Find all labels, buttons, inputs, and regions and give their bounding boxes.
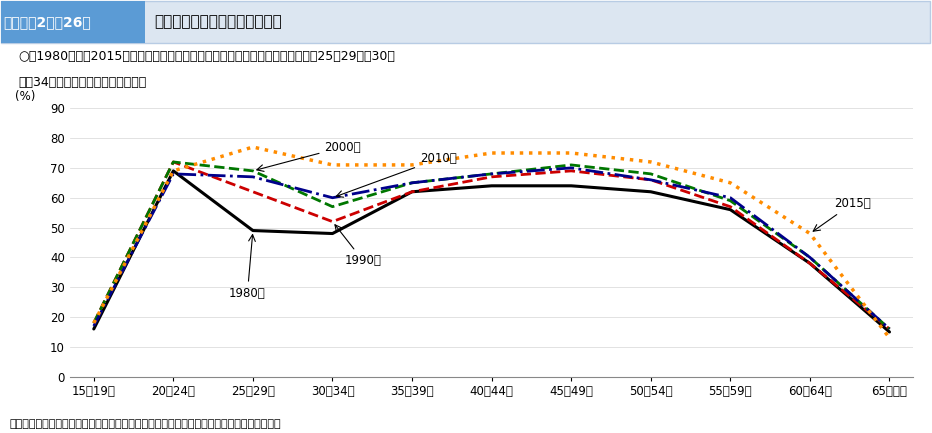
Text: 第１－（2）－26図: 第１－（2）－26図 [3, 15, 90, 29]
FancyBboxPatch shape [1, 1, 930, 43]
Text: 2000年: 2000年 [257, 141, 362, 171]
Text: 34歳の就業率の上昇が大きい。: 34歳の就業率の上昇が大きい。 [19, 76, 146, 89]
Text: 1990年: 1990年 [335, 225, 381, 267]
Text: 1980年: 1980年 [229, 235, 266, 300]
FancyBboxPatch shape [1, 1, 145, 43]
Text: (%): (%) [15, 90, 35, 103]
Text: ○　1980年から2015年までの女性の年齢階級別労働力率の推移をみると、特に25～29歳、30～: ○ 1980年から2015年までの女性の年齢階級別労働力率の推移をみると、特に2… [19, 50, 395, 63]
Text: 2015年: 2015年 [814, 197, 870, 231]
Text: 2010年: 2010年 [336, 152, 457, 197]
Text: 資料出所　総務省統計局「労働力調査」をもとに厄生労働省労働政策担当参事官室にて作成: 資料出所 総務省統計局「労働力調査」をもとに厄生労働省労働政策担当参事官室にて作… [9, 419, 281, 429]
Text: 女性の年齢階級別就業率の推移: 女性の年齢階級別就業率の推移 [154, 14, 281, 29]
